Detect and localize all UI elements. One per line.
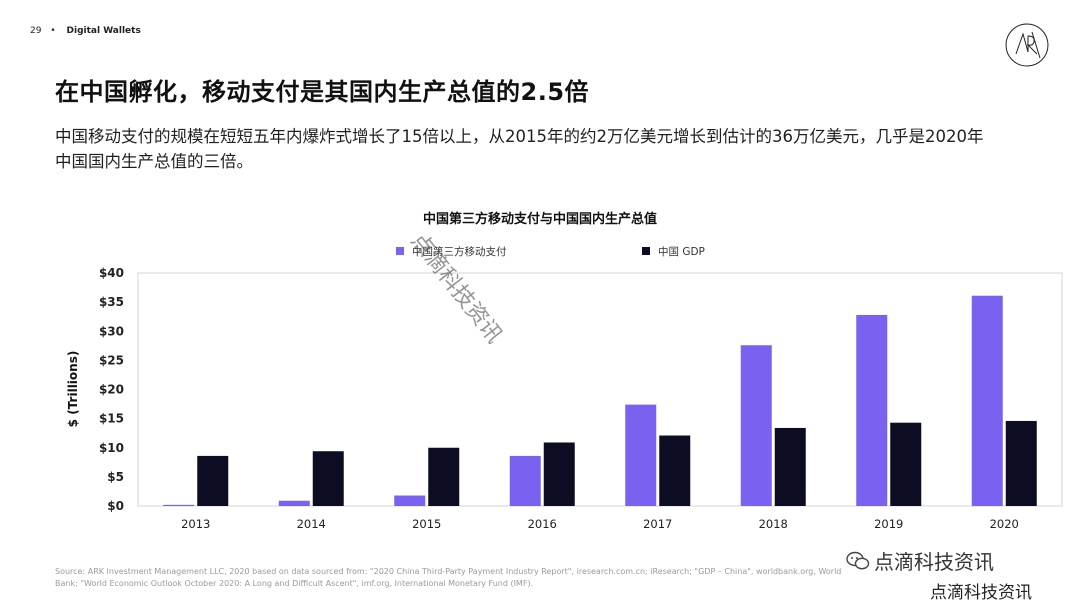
header-bullet: • (50, 26, 56, 36)
bar-gdp (659, 435, 691, 506)
bar-gdp (428, 447, 460, 506)
bar-gdp (774, 427, 806, 506)
y-tick-label: $35 (99, 295, 124, 309)
y-tick-label: $10 (99, 441, 124, 455)
title-prefix: 在中国孵化，移动支付是其国内生产总值的 (55, 78, 521, 106)
x-tick-label: 2013 (181, 517, 210, 531)
x-tick-label: 2018 (759, 517, 788, 531)
y-tick-label: $30 (99, 324, 124, 338)
page-number: 29 (30, 26, 42, 36)
ark-logo-icon (1005, 23, 1049, 67)
x-tick-label: 2015 (412, 517, 441, 531)
bar-mobile-payment (740, 345, 772, 506)
bar-mobile-payment (163, 504, 195, 506)
header-bar: 29 • Digital Wallets (30, 26, 141, 36)
bar-mobile-payment (278, 500, 310, 506)
bar-gdp (312, 451, 344, 506)
legend-swatch-mobile-payment (396, 247, 404, 255)
bar-mobile-payment (856, 314, 888, 506)
bar-gdp (1005, 420, 1037, 506)
y-tick-label: $0 (107, 499, 124, 513)
subtitle: 中国移动支付的规模在短短五年内爆炸式增长了15倍以上，从2015年的约2万亿美元… (55, 127, 984, 171)
y-tick-label: $25 (99, 353, 124, 367)
wechat-watermark: 点滴科技资讯 (846, 546, 994, 575)
x-tick-label: 2017 (643, 517, 672, 531)
bar-gdp (197, 455, 229, 506)
legend-label-mobile-payment: 中国第三方移动支付 (412, 245, 507, 258)
bar-mobile-payment (625, 404, 657, 506)
x-tick-label: 2016 (528, 517, 557, 531)
wechat-icon (846, 551, 870, 570)
legend-swatch-gdp (642, 247, 650, 255)
y-tick-label: $15 (99, 412, 124, 426)
title-suffix: 倍 (564, 78, 590, 106)
y-tick-label: $20 (99, 383, 124, 397)
y-tick-label: $40 (99, 266, 124, 280)
bar-mobile-payment (971, 295, 1003, 506)
y-tick-label: $5 (107, 470, 124, 484)
bar-gdp (890, 422, 922, 506)
section-name: Digital Wallets (66, 26, 141, 36)
y-axis-title: $ (Trillions) (66, 351, 80, 428)
plot-frame (137, 272, 1063, 507)
x-tick-label: 2020 (990, 517, 1019, 531)
watermark-text-2: 点滴科技资讯 (930, 583, 1032, 603)
x-tick-label: 2019 (874, 517, 903, 531)
title-highlight: 2.5 (520, 78, 565, 106)
source-note: Source: ARK Investment Management LLC, 2… (55, 567, 842, 588)
chart-title: 中国第三方移动支付与中国国内生产总值 (422, 212, 657, 227)
watermark-text-1: 点滴科技资讯 (874, 550, 994, 574)
page-title: 在中国孵化，移动支付是其国内生产总值的2.5倍 (55, 72, 589, 107)
legend-label-gdp: 中国 GDP (658, 245, 705, 258)
bar-mobile-payment (509, 455, 541, 506)
bar-mobile-payment (394, 495, 426, 506)
x-tick-label: 2014 (297, 517, 326, 531)
bar-gdp (543, 442, 575, 506)
